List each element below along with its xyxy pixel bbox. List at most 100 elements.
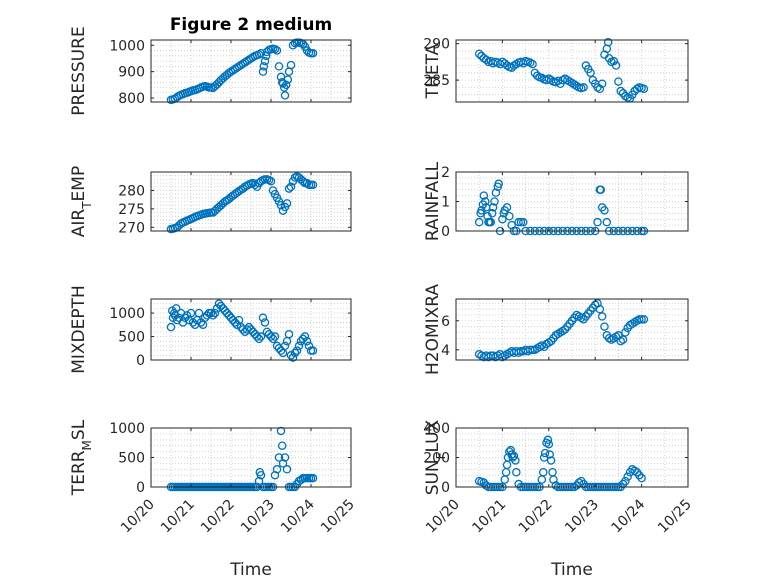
data-point <box>498 214 507 224</box>
data-point <box>266 332 276 341</box>
grid <box>455 40 689 103</box>
data-point <box>546 456 556 465</box>
data-point <box>274 453 284 462</box>
data-point <box>272 46 282 55</box>
data-point <box>300 332 310 341</box>
data-point <box>288 353 298 362</box>
data-point <box>597 312 607 321</box>
data-point <box>579 83 588 92</box>
y-tick-label: 0 <box>441 224 450 240</box>
data-point <box>302 178 312 188</box>
y-tick-label: 290 <box>423 37 450 53</box>
panel-pressure: 800 900 1000 PRESSURE <box>69 26 352 116</box>
data-point <box>286 182 296 191</box>
x-axis-label: Time <box>550 560 593 580</box>
data-point <box>268 334 278 344</box>
data-point <box>284 184 294 193</box>
data-point <box>623 472 632 481</box>
data-point <box>206 308 216 318</box>
y-axis-label: TERRMSL <box>69 419 94 496</box>
data-point <box>540 448 550 458</box>
data-point <box>266 176 276 186</box>
series-pressure <box>166 38 318 105</box>
data-point <box>596 185 606 194</box>
data-point <box>543 435 553 445</box>
y-axis-label: THETA <box>423 43 443 99</box>
data-point <box>618 335 628 344</box>
data-point <box>280 91 290 100</box>
data-point <box>528 345 537 355</box>
y-tick-label: 4 <box>441 343 450 359</box>
y-tick-label: 280 <box>118 183 145 199</box>
y-tick-label: 0 <box>441 480 450 496</box>
y-tick-label: 6 <box>441 314 450 330</box>
data-point <box>286 60 296 70</box>
data-point <box>292 346 302 355</box>
data-point <box>294 341 304 351</box>
data-point <box>528 59 537 69</box>
data-point <box>270 44 280 54</box>
series-mixdepth <box>166 299 318 362</box>
axes-box <box>150 171 352 232</box>
data-point <box>479 191 489 200</box>
data-point <box>635 315 644 324</box>
data-point <box>491 188 501 197</box>
y-axis-label: SUNFLUX <box>423 419 448 495</box>
y-axis-label: H2OMIXRA <box>423 284 443 375</box>
y-tick-label: 200 <box>423 451 450 467</box>
y-tick-label: 270 <box>118 220 145 236</box>
data-point <box>487 209 497 218</box>
data-point <box>474 49 484 59</box>
data-point <box>270 470 280 480</box>
data-point <box>276 200 286 210</box>
panel-mixdepth: 0 500 1000 MIXDEPTH <box>69 285 352 374</box>
data-point <box>274 62 284 71</box>
data-point <box>474 217 484 227</box>
y-tick-label: 1 <box>441 195 450 211</box>
data-point <box>600 322 609 331</box>
data-point <box>166 322 176 332</box>
figure-title: Figure 2 medium <box>170 15 332 35</box>
data-point <box>480 197 490 206</box>
series-air-temp <box>166 172 318 234</box>
data-point <box>300 42 310 51</box>
data-point <box>276 426 286 436</box>
data-point <box>308 48 318 58</box>
data-point <box>308 180 318 190</box>
y-tick-label: 1000 <box>109 306 145 322</box>
data-point <box>481 55 491 64</box>
y-tick-label: 500 <box>118 451 145 467</box>
data-point <box>509 451 519 461</box>
data-point <box>272 465 282 474</box>
data-point <box>639 84 649 94</box>
data-point <box>210 308 220 318</box>
data-point <box>602 217 612 227</box>
data-point <box>595 84 605 94</box>
data-point <box>611 61 621 70</box>
data-point <box>280 341 290 351</box>
data-point <box>282 199 292 208</box>
data-point <box>639 315 649 324</box>
data-point <box>254 476 264 486</box>
data-point <box>256 48 266 58</box>
data-point <box>260 318 270 327</box>
data-point <box>538 467 548 477</box>
data-point <box>505 211 514 221</box>
y-tick-label: 400 <box>423 421 450 437</box>
data-point <box>519 217 528 227</box>
data-point <box>488 203 498 212</box>
data-point <box>603 37 613 47</box>
axes-box <box>455 39 689 103</box>
data-point <box>256 470 266 480</box>
data-point <box>208 311 218 320</box>
data-point <box>609 56 619 66</box>
data-point <box>614 77 623 86</box>
y-tick-label: 0 <box>136 480 145 496</box>
data-point <box>494 179 503 189</box>
data-point <box>283 75 293 84</box>
